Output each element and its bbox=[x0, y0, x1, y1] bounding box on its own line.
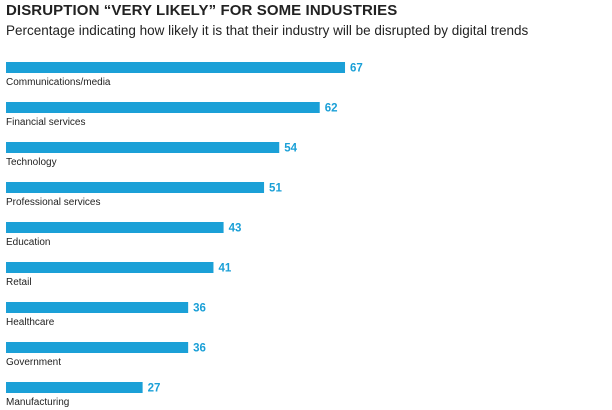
category-label: Healthcare bbox=[6, 317, 55, 328]
bar-education bbox=[6, 222, 224, 233]
chart-subtitle: Percentage indicating how likely it is t… bbox=[6, 23, 529, 38]
category-label: Education bbox=[6, 237, 50, 248]
value-label: 27 bbox=[148, 383, 161, 395]
category-label: Government bbox=[6, 357, 61, 368]
bar-manufacturing bbox=[6, 382, 143, 393]
value-label: 36 bbox=[193, 343, 206, 355]
value-label: 62 bbox=[325, 103, 338, 115]
bar-government bbox=[6, 342, 189, 353]
value-label: 67 bbox=[350, 63, 363, 75]
value-label: 54 bbox=[284, 143, 297, 155]
bar-financial-services bbox=[6, 102, 320, 113]
chart-title: DISRUPTION “VERY LIKELY” FOR SOME INDUST… bbox=[6, 2, 398, 19]
category-label: Professional services bbox=[6, 197, 100, 208]
category-label: Technology bbox=[6, 157, 57, 168]
value-label: 43 bbox=[229, 223, 242, 235]
category-label: Financial services bbox=[6, 117, 85, 128]
category-label: Communications/media bbox=[6, 77, 111, 88]
value-label: 36 bbox=[193, 303, 206, 315]
bar-healthcare bbox=[6, 302, 189, 313]
bar-retail bbox=[6, 262, 214, 273]
category-label: Retail bbox=[6, 277, 32, 288]
bar-communications-media bbox=[6, 62, 346, 73]
value-label: 51 bbox=[269, 183, 282, 195]
bar-professional-services bbox=[6, 182, 265, 193]
category-label: Manufacturing bbox=[6, 397, 69, 408]
bar-technology bbox=[6, 142, 280, 153]
value-label: 41 bbox=[218, 263, 231, 275]
